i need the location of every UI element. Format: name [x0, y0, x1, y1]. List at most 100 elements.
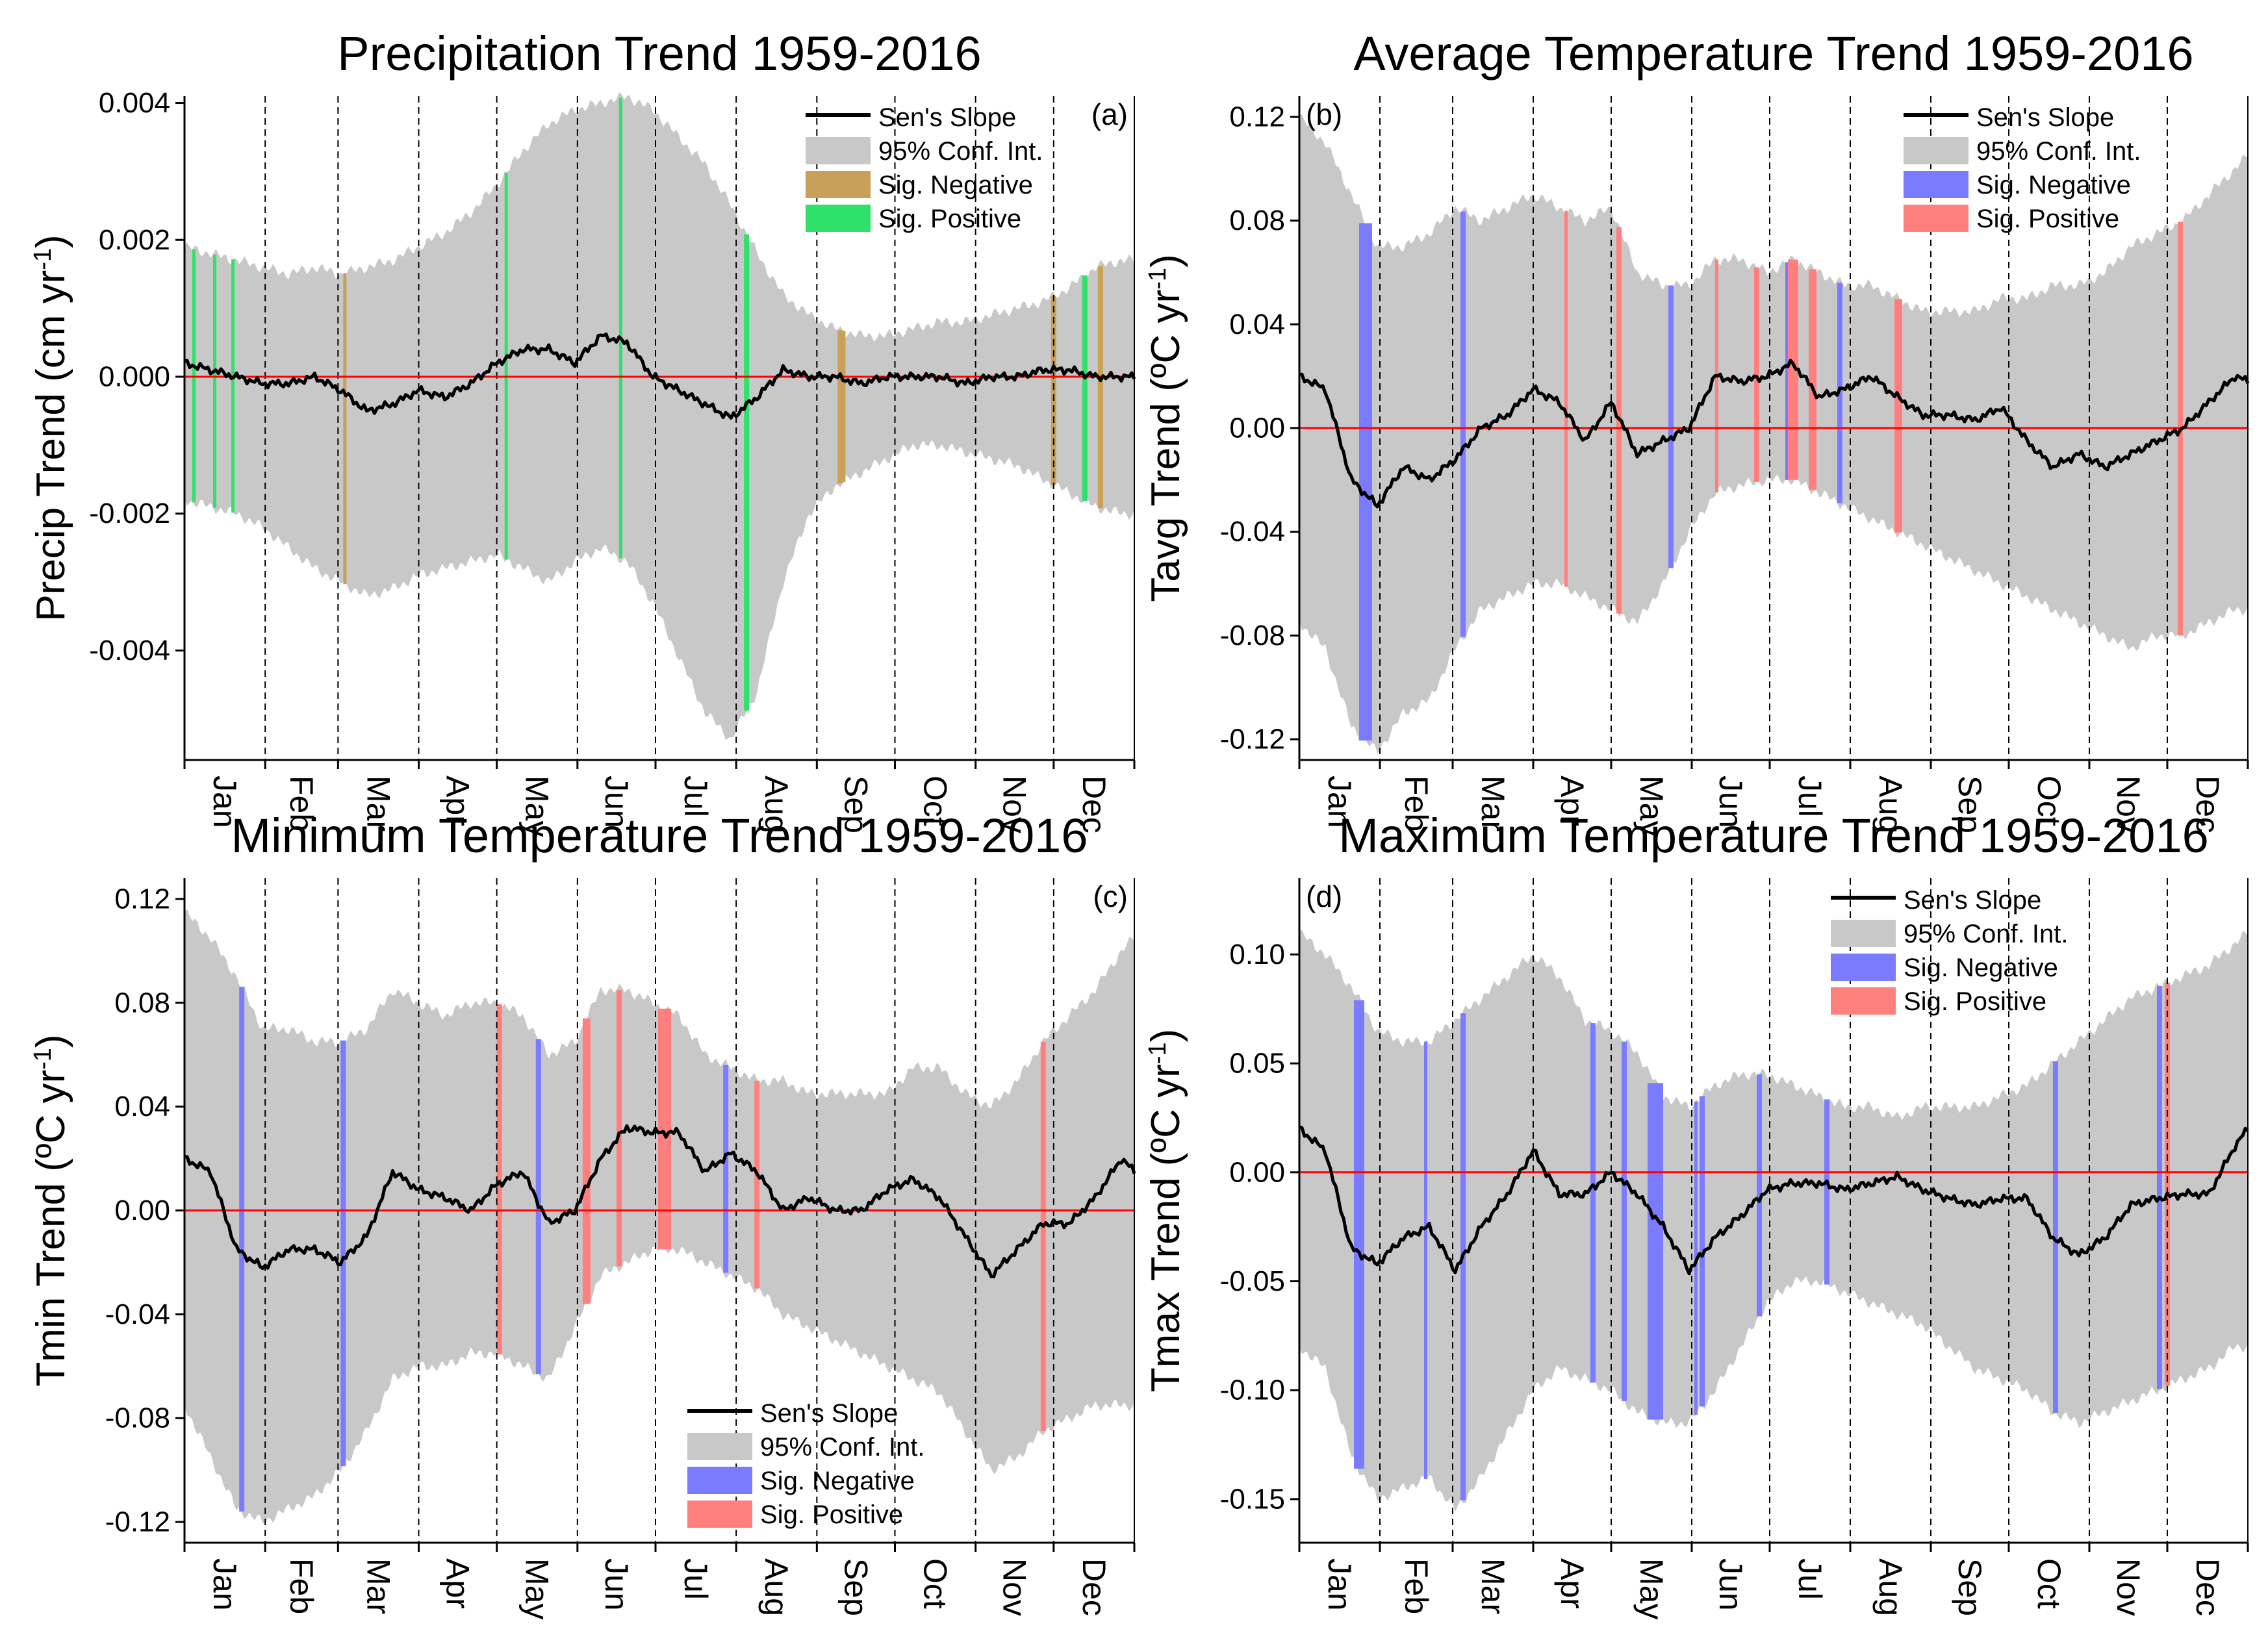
month-label: Mar: [1475, 1558, 1511, 1614]
sig-positive-bar: [657, 1008, 672, 1250]
legend-positive-swatch: [687, 1500, 752, 1528]
y-tick-label: 0.00: [1229, 1156, 1285, 1188]
y-axis-label-sup: -1: [1144, 1042, 1171, 1064]
month-label: Aug: [1872, 776, 1909, 833]
y-tick-label: -0.04: [105, 1298, 170, 1330]
month-label: Aug: [758, 1558, 795, 1616]
sig-positive-bar: [1082, 275, 1088, 501]
panel-label: (a): [1091, 97, 1128, 131]
legend-entry: 95% Conf. Int.: [1904, 920, 2068, 948]
y-tick-label: 0.00: [1229, 412, 1285, 444]
legend: Sen's Slope 95% Conf. Int. Sig. Negative Si…: [806, 103, 1043, 233]
legend: Sen's Slope 95% Conf. Int. Sig. Negative Si…: [1904, 103, 2141, 233]
sig-positive-bar: [1788, 259, 1798, 480]
sig-negative-bar: [2157, 986, 2162, 1389]
month-label: Jan: [207, 776, 243, 828]
sig-negative-bar: [1668, 285, 1674, 568]
month-label: Jul: [678, 1558, 714, 1600]
month-label: Feb: [283, 776, 320, 831]
y-axis-label-close: ): [1143, 254, 1188, 268]
chart-title: Maximum Temperature Trend 1959-2016: [1338, 809, 2209, 863]
sig-negative-bar: [1757, 1074, 1762, 1317]
y-axis-label: Tmin Trend (ºC yr-1): [29, 1034, 73, 1386]
sig-negative-bar: [1097, 266, 1103, 509]
chart-title: Minimum Temperature Trend 1959-2016: [231, 809, 1088, 863]
panel-label: (c): [1093, 880, 1128, 913]
legend-entry: Sen's Slope: [878, 103, 1016, 132]
legend-entry: Sig. Negative: [1976, 171, 2131, 199]
sig-negative-bar: [1051, 296, 1056, 485]
sens-slope-line: [1299, 1125, 2249, 1276]
sig-positive-bar: [231, 259, 235, 513]
sig-negative-bar: [343, 273, 347, 585]
month-label: Dec: [2189, 1558, 2226, 1616]
legend-negative-swatch: [1831, 954, 1896, 981]
month-label: Oct: [2031, 776, 2067, 826]
sig-positive-bar: [582, 1018, 591, 1304]
y-tick-label: 0.00: [114, 1195, 170, 1226]
y-tick-label: 0.12: [1229, 101, 1285, 133]
y-tick-label: 0.04: [1229, 309, 1285, 340]
sig-negative-bar: [340, 1040, 346, 1467]
y-axis-label-sup: -1: [29, 1048, 57, 1070]
y-tick-label: -0.15: [1220, 1483, 1285, 1515]
y-tick-label: 0.000: [99, 361, 170, 392]
y-axis-label-sup: -1: [1144, 268, 1171, 290]
y-tick-label: -0.05: [1220, 1265, 1285, 1297]
sig-negative-bar: [1424, 1041, 1427, 1479]
panel-label: (b): [1306, 97, 1342, 131]
legend-entry: 95% Conf. Int.: [1976, 137, 2141, 166]
y-axis-label-main: Tmin Trend (ºC yr: [29, 1070, 73, 1387]
y-axis-label-main: Tavg Trend (ºC yr: [1143, 290, 1188, 602]
chart-title: Precipitation Trend 1959-2016: [337, 27, 981, 81]
sig-negative-bar: [1837, 283, 1842, 503]
legend-positive-swatch: [806, 205, 871, 232]
y-tick-label: 0.10: [1229, 939, 1285, 970]
month-label: Aug: [1872, 1558, 1909, 1616]
month-label: Feb: [1398, 776, 1434, 831]
y-tick-label: 0.12: [114, 883, 170, 915]
month-label: Mar: [360, 776, 396, 831]
y-tick-label: -0.004: [89, 635, 170, 666]
month-label: Dec: [1076, 1558, 1112, 1616]
month-label: Oct: [917, 1558, 954, 1609]
sig-negative-bar: [2053, 1061, 2058, 1413]
sig-positive-bar: [2165, 982, 2170, 1386]
month-label: Oct: [2031, 1558, 2067, 1609]
sig-negative-bar: [723, 1065, 729, 1273]
month-label: Jul: [1792, 776, 1828, 817]
month-label: Mar: [1475, 776, 1511, 831]
y-axis-label-close: ): [1143, 1029, 1188, 1043]
ci-band: [1299, 114, 2248, 754]
y-tick-label: -0.08: [105, 1402, 170, 1434]
legend-entry: Sen's Slope: [1904, 886, 2041, 915]
sens-slope-line: [1299, 359, 2250, 509]
sig-positive-bar: [1564, 210, 1568, 587]
month-label: Apr: [1554, 776, 1590, 826]
month-label: Nov: [997, 1558, 1033, 1616]
legend-entry: Sig. Negative: [1904, 954, 2058, 982]
y-tick-label: -0.10: [1220, 1374, 1285, 1406]
legend-entry: Sig. Positive: [878, 205, 1021, 233]
y-tick-label: 0.08: [1229, 205, 1285, 236]
month-label: Jun: [1713, 776, 1749, 828]
month-label: Aug: [758, 776, 795, 833]
month-label: Feb: [1398, 1558, 1434, 1614]
legend-negative-swatch: [687, 1467, 752, 1494]
sig-positive-bar: [1754, 267, 1759, 483]
month-label: Jan: [207, 1558, 243, 1611]
sens-slope-line: [184, 332, 1136, 420]
month-label: Dec: [1076, 776, 1112, 833]
sig-positive-bar: [1894, 299, 1902, 533]
month-label: Jan: [1321, 1558, 1358, 1611]
month-label: Dec: [2189, 776, 2226, 833]
legend-ci-swatch: [687, 1433, 752, 1460]
legend-negative-swatch: [806, 171, 871, 198]
month-label: Nov: [2110, 1558, 2147, 1616]
month-label: Mar: [360, 1558, 396, 1614]
y-tick-label: 0.004: [99, 87, 170, 119]
sig-positive-bar: [754, 1080, 760, 1289]
legend-entry: Sig. Negative: [760, 1467, 915, 1495]
month-label: Feb: [283, 1558, 320, 1614]
